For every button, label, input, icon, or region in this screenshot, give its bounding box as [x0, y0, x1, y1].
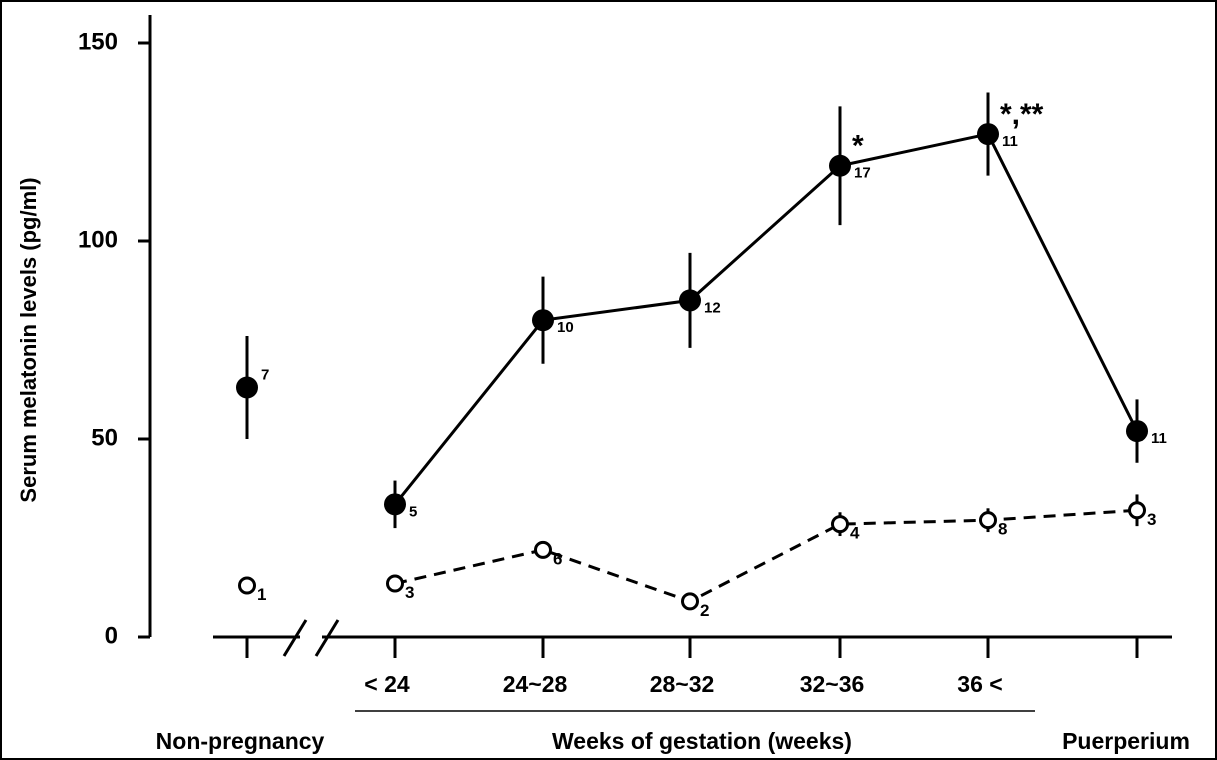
group-label: Weeks of gestation (weeks) — [552, 728, 852, 754]
annotation: *,** — [1000, 98, 1044, 131]
point — [979, 511, 997, 530]
sample-size: 7 — [261, 366, 269, 383]
point — [386, 574, 404, 593]
y-tick-label: 0 — [105, 622, 118, 649]
sample-size: 2 — [700, 601, 709, 620]
point — [831, 515, 849, 534]
sample-size: 11 — [1002, 133, 1018, 150]
point — [534, 540, 552, 559]
point — [1128, 501, 1146, 520]
point — [681, 592, 699, 611]
x-tick-label: < 24 — [364, 671, 410, 697]
sample-size: 17 — [854, 165, 871, 182]
sample-size: 11 — [1151, 430, 1167, 447]
axis-break — [282, 619, 308, 657]
point — [384, 493, 406, 516]
sample-size: 5 — [409, 503, 417, 520]
point — [977, 123, 999, 146]
group-label: Non-pregnancy — [156, 728, 325, 754]
annotation: * — [852, 130, 864, 163]
x-tick-label: 28~32 — [650, 671, 715, 697]
sample-size: 12 — [704, 299, 721, 316]
point — [532, 309, 554, 332]
y-tick-label: 50 — [91, 424, 118, 451]
point — [1126, 420, 1148, 443]
x-tick-label: 24~28 — [503, 671, 568, 697]
point — [679, 289, 701, 312]
sample-size: 6 — [553, 549, 562, 568]
y-tick-label: 150 — [78, 28, 118, 55]
point — [829, 154, 851, 177]
sample-size: 3 — [405, 583, 414, 602]
y-tick-label: 100 — [78, 226, 118, 253]
sample-size: 1 — [257, 585, 266, 604]
axis-break — [314, 619, 340, 657]
x-tick-label: 36 < — [957, 671, 1002, 697]
y-axis-title: Serum melatonin levels (pg/ml) — [16, 177, 41, 502]
sample-size: 10 — [557, 319, 574, 336]
sample-size: 4 — [850, 524, 860, 543]
point — [238, 576, 256, 595]
group-label: Puerperium — [1062, 728, 1190, 754]
x-tick-label: 32~36 — [800, 671, 865, 697]
point — [236, 376, 258, 399]
series-line — [394, 508, 1138, 603]
sample-size: 3 — [1147, 510, 1156, 529]
sample-size: 8 — [998, 520, 1007, 539]
series-line — [393, 132, 1139, 506]
